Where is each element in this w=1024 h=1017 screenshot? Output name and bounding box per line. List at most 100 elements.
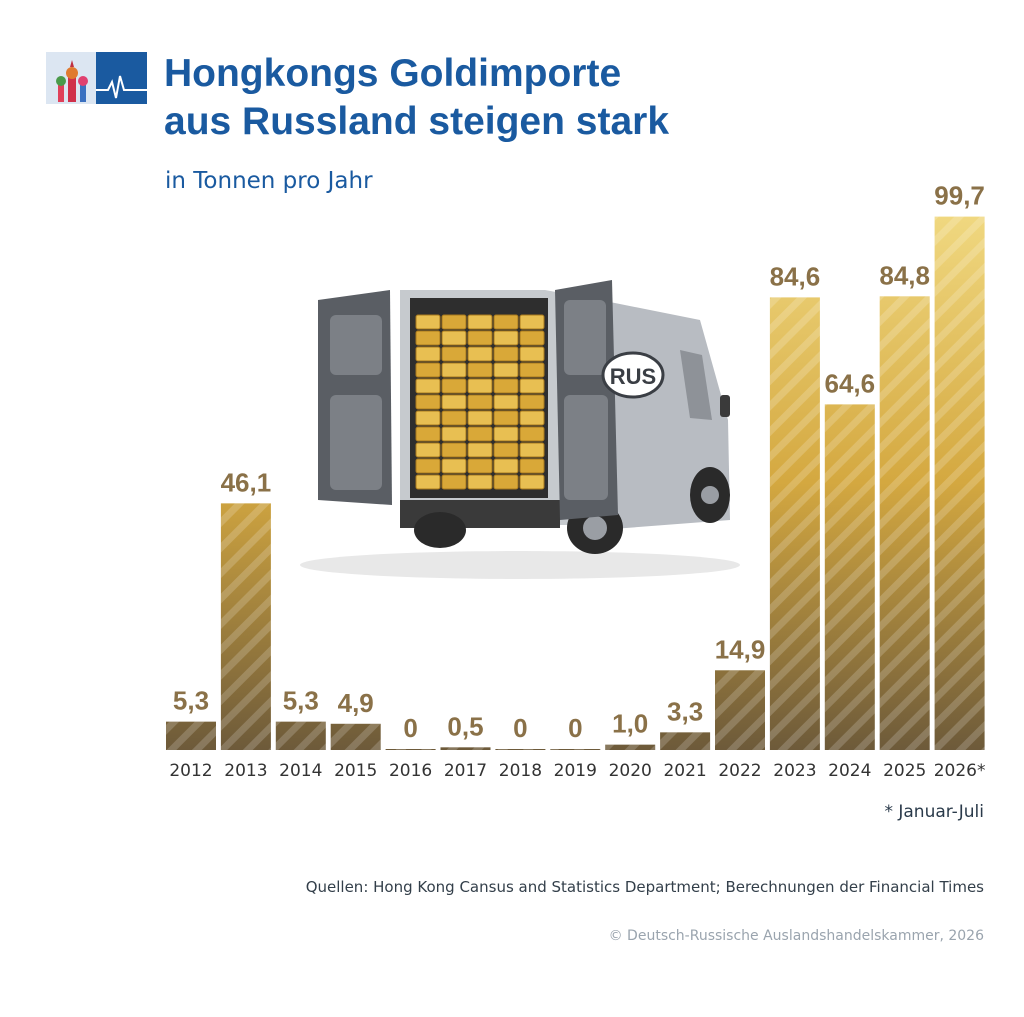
gold-bar-icon	[467, 362, 493, 378]
bar-stripes-2022	[715, 670, 765, 750]
gold-bar-icon	[441, 394, 467, 410]
value-label-2026*: 99,7	[934, 181, 985, 211]
x-tick-label-2019: 2019	[554, 761, 597, 781]
value-label-2019: 0	[568, 713, 582, 743]
value-label-2014: 5,3	[283, 686, 319, 716]
x-tick-label-2016: 2016	[389, 761, 432, 781]
bar-stripes-2016	[385, 749, 436, 750]
x-tick-label-2022: 2022	[718, 761, 761, 781]
gold-bar-icon	[415, 426, 441, 442]
chamber-logo	[46, 52, 147, 104]
gold-bar-icon	[441, 362, 467, 378]
value-label-2018: 0	[513, 713, 527, 743]
gold-bar-icon	[415, 314, 441, 330]
gold-bar-icon	[441, 346, 467, 362]
x-tick-label-2024: 2024	[828, 761, 871, 781]
x-tick-label-2012: 2012	[169, 761, 212, 781]
gold-bar-icon	[467, 330, 493, 346]
gold-bar-icon	[441, 410, 467, 426]
gold-bar-icon	[441, 458, 467, 474]
x-tick-label-2014: 2014	[279, 761, 322, 781]
gold-bar-icon	[467, 314, 493, 330]
gold-bar-icon	[493, 394, 519, 410]
gold-bar-icon	[415, 378, 441, 394]
x-tick-label-2020: 2020	[609, 761, 652, 781]
value-label-2023: 84,6	[770, 261, 821, 291]
gold-bar-icon	[415, 330, 441, 346]
value-label-2022: 14,9	[715, 634, 766, 664]
gold-bar-icon	[519, 442, 545, 458]
gold-bar-icon	[441, 314, 467, 330]
gold-bar-icon	[493, 314, 519, 330]
gold-bar-icon	[415, 394, 441, 410]
value-label-2017: 0,5	[447, 711, 483, 741]
gold-bar-icon	[415, 458, 441, 474]
gold-bar-icon	[415, 442, 441, 458]
gold-bar-icon	[519, 378, 545, 394]
gold-bar-icon	[493, 362, 519, 378]
gold-bar-icon	[441, 426, 467, 442]
value-label-2012: 5,3	[173, 686, 209, 716]
gold-bar-icon	[493, 442, 519, 458]
gold-bar-icon	[467, 378, 493, 394]
gold-bar-icon	[467, 346, 493, 362]
gold-bar-icon	[493, 426, 519, 442]
chart-subtitle: in Tonnen pro Jahr	[165, 168, 373, 194]
kremlin-domes-icon	[56, 60, 88, 102]
value-label-2016: 0	[403, 713, 417, 743]
gold-bar-icon	[493, 474, 519, 490]
bar-stripes-2023	[769, 297, 820, 750]
gold-bar-icon	[415, 362, 441, 378]
gold-bar-icon	[519, 314, 545, 330]
x-tick-label-2023: 2023	[773, 761, 816, 781]
bar-stripes-2019	[550, 749, 601, 750]
bar-stripes-2012	[166, 721, 216, 750]
x-tick-label-2015: 2015	[334, 761, 377, 781]
value-label-2021: 3,3	[667, 696, 703, 726]
pulse-line-icon	[96, 75, 147, 99]
value-label-2013: 46,1	[221, 467, 272, 497]
chart-title: Hongkongs Goldimporte aus Russland steig…	[164, 52, 670, 143]
gold-bar-icon	[519, 458, 545, 474]
gold-bars	[415, 314, 545, 490]
gold-bar-icon	[441, 474, 467, 490]
value-label-2025: 84,8	[879, 260, 930, 290]
gold-bar-icon	[493, 330, 519, 346]
bar-stripes-2018	[495, 749, 546, 750]
gold-bar-icon	[467, 442, 493, 458]
van-plate-text: RUS	[610, 364, 656, 389]
x-tick-label-2013: 2013	[224, 761, 267, 781]
gold-bar-icon	[415, 346, 441, 362]
gold-bar-icon	[441, 378, 467, 394]
gold-bar-icon	[519, 426, 545, 442]
gold-bar-icon	[415, 410, 441, 426]
gold-bar-icon	[467, 458, 493, 474]
bar-stripes-2025	[879, 296, 930, 750]
gold-bar-icon	[519, 474, 545, 490]
gold-van-illustration: RUS	[300, 280, 740, 579]
gold-bar-icon	[441, 330, 467, 346]
gold-bar-icon	[493, 346, 519, 362]
gold-bar-icon	[467, 410, 493, 426]
gold-bar-icon	[519, 346, 545, 362]
bar-stripes-2017	[440, 747, 491, 750]
x-tick-label-2017: 2017	[444, 761, 487, 781]
gold-bar-icon	[519, 330, 545, 346]
gold-bar-icon	[519, 362, 545, 378]
footnote: * Januar-Juli	[884, 802, 984, 822]
gold-bar-icon	[493, 410, 519, 426]
x-tick-label-2021: 2021	[663, 761, 706, 781]
x-tick-label-2018: 2018	[499, 761, 542, 781]
bar-stripes-2021	[660, 732, 711, 750]
copyright-note: © Deutsch-Russische Auslandshandelskamme…	[608, 928, 984, 944]
gold-bar-icon	[441, 442, 467, 458]
value-label-2020: 1,0	[612, 709, 648, 739]
bar-stripes-2026*	[934, 216, 985, 751]
gold-bar-icon	[467, 426, 493, 442]
value-label-2015: 4,9	[338, 688, 374, 718]
x-tick-label-2026*: 2026*	[934, 761, 986, 781]
gold-bar-icon	[467, 394, 493, 410]
x-tick-label-2025: 2025	[883, 761, 926, 781]
gold-bar-icon	[415, 474, 441, 490]
gold-bar-icon	[467, 474, 493, 490]
